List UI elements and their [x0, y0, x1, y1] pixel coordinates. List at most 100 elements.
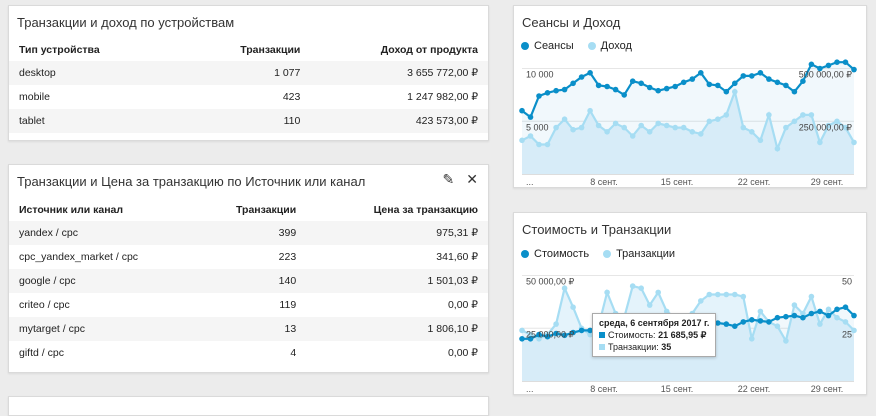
col-device-type[interactable]: Тип устройства: [19, 44, 100, 56]
x-tick-label: 22 сент.: [738, 177, 771, 187]
y-tick-label-right: 25: [842, 329, 852, 339]
table-row: criteo / cpc 119 0,00 ₽: [9, 293, 488, 317]
x-tick-label: 15 сент.: [661, 384, 694, 394]
cost-cell: 0,00 ₽: [447, 299, 478, 311]
data-point: [612, 120, 619, 127]
legend-item-transactions[interactable]: Транзакции: [603, 248, 675, 260]
legend-item-revenue[interactable]: Доход: [587, 40, 632, 52]
revenue-cell: 423 573,00 ₽: [310, 109, 488, 133]
y-tick-label-right: 250 000,00 ₽: [799, 122, 853, 132]
data-point: [698, 131, 704, 137]
data-point: [519, 137, 525, 144]
data-point: [834, 59, 840, 65]
data-point: [783, 338, 789, 344]
data-point: [774, 79, 781, 86]
data-point: [621, 124, 627, 131]
device-cell: desktop: [9, 61, 189, 85]
data-point: [732, 80, 738, 87]
data-point: [527, 331, 534, 338]
data-point: [561, 332, 568, 339]
data-point: [800, 310, 806, 317]
chart-title: Сеансы и Доход: [522, 15, 621, 30]
cost-cell: 1 501,03 ₽: [306, 269, 488, 293]
col-transactions[interactable]: Транзакции: [240, 44, 301, 56]
source-cell: yandex / cpc: [9, 221, 189, 245]
data-point: [757, 308, 764, 315]
chart-svg[interactable]: 50 000,00 ₽ 25 000,00 ₽ 50 25... 8 сент. 15 с…: [514, 213, 866, 394]
device-cell: mobile: [19, 91, 50, 103]
data-point: [774, 323, 781, 329]
data-point: [655, 87, 661, 94]
data-point: [749, 317, 755, 323]
data-point: [689, 76, 696, 82]
data-point: [825, 62, 832, 69]
table-row: yandex / cpc 399 975,31 ₽: [9, 221, 488, 245]
data-point: [706, 291, 713, 298]
data-point: [553, 124, 559, 131]
data-point: [825, 306, 832, 313]
data-point: [587, 70, 593, 76]
data-point: [570, 304, 576, 310]
col-cost-per-transaction[interactable]: Цена за транзакцию: [373, 204, 478, 216]
data-point: [544, 90, 551, 96]
data-point: [629, 78, 636, 84]
data-point: [646, 129, 653, 135]
data-point: [655, 120, 661, 127]
data-point: [851, 66, 857, 73]
data-point: [791, 302, 798, 308]
chart-svg[interactable]: 10 000 5 000 500 000,00 ₽ 250 000,00 ₽... 8 …: [514, 6, 866, 187]
cost-cell: 975,31 ₽: [306, 221, 488, 245]
data-point: [638, 80, 644, 87]
data-point: [757, 137, 764, 144]
transactions-cell: 1 077: [189, 61, 311, 85]
data-point: [519, 336, 525, 342]
legend-item-sessions[interactable]: Сеансы: [521, 40, 574, 52]
y-tick-label-left: 10 000: [526, 70, 554, 80]
data-point: [689, 129, 696, 135]
series-line: [521, 87, 855, 153]
legend-item-cost[interactable]: Стоимость: [521, 248, 589, 260]
devices-card: Транзакции и доход по устройствам Тип ус…: [8, 5, 489, 141]
data-point: [766, 76, 772, 82]
col-revenue[interactable]: Доход от продукта: [380, 44, 478, 56]
x-tick-label: 22 сент.: [738, 384, 771, 394]
data-point: [842, 319, 849, 325]
tooltip-date: среда, 6 сентября 2017 г.: [599, 318, 710, 328]
source-cell: giftd / cpc: [19, 347, 64, 359]
cost-cell: 341,60 ₽: [436, 251, 478, 263]
data-point: [536, 141, 542, 148]
data-point: [519, 327, 525, 334]
data-point: [604, 129, 610, 135]
data-point: [791, 312, 798, 319]
data-point: [706, 81, 713, 88]
series-line: [521, 61, 855, 119]
data-point: [749, 129, 755, 135]
col-source[interactable]: Источник или канал: [19, 204, 124, 216]
transactions-cell: 140: [189, 269, 307, 293]
close-icon[interactable]: ✕: [466, 171, 478, 187]
data-point: [595, 122, 602, 129]
data-point: [740, 124, 747, 131]
data-point: [587, 107, 593, 114]
source-cell: criteo / cpc: [19, 299, 70, 311]
data-point: [672, 124, 678, 131]
cost-transactions-card: Стоимость и Транзакции Стоимость Транзак…: [513, 212, 867, 395]
legend-label: Доход: [600, 40, 632, 52]
data-point: [646, 84, 653, 91]
data-point: [604, 289, 610, 296]
data-point: [834, 118, 840, 125]
device-cell: tablet: [9, 109, 189, 133]
col-transactions[interactable]: Транзакции: [236, 204, 297, 216]
data-point: [715, 291, 721, 298]
data-point: [732, 323, 738, 329]
tooltip-cost-label: Стоимость:: [608, 330, 656, 340]
pencil-icon[interactable]: ✎: [442, 171, 455, 187]
data-point: [817, 139, 823, 146]
legend-dot: [521, 250, 529, 258]
sources-card-title: Транзакции и Цена за транзакцию по Источ…: [17, 174, 366, 189]
data-point: [842, 59, 849, 65]
data-point: [740, 73, 747, 79]
x-tick-label: ...: [526, 177, 534, 187]
legend-dot: [603, 250, 612, 258]
y-tick-label-right: 50: [842, 277, 852, 287]
